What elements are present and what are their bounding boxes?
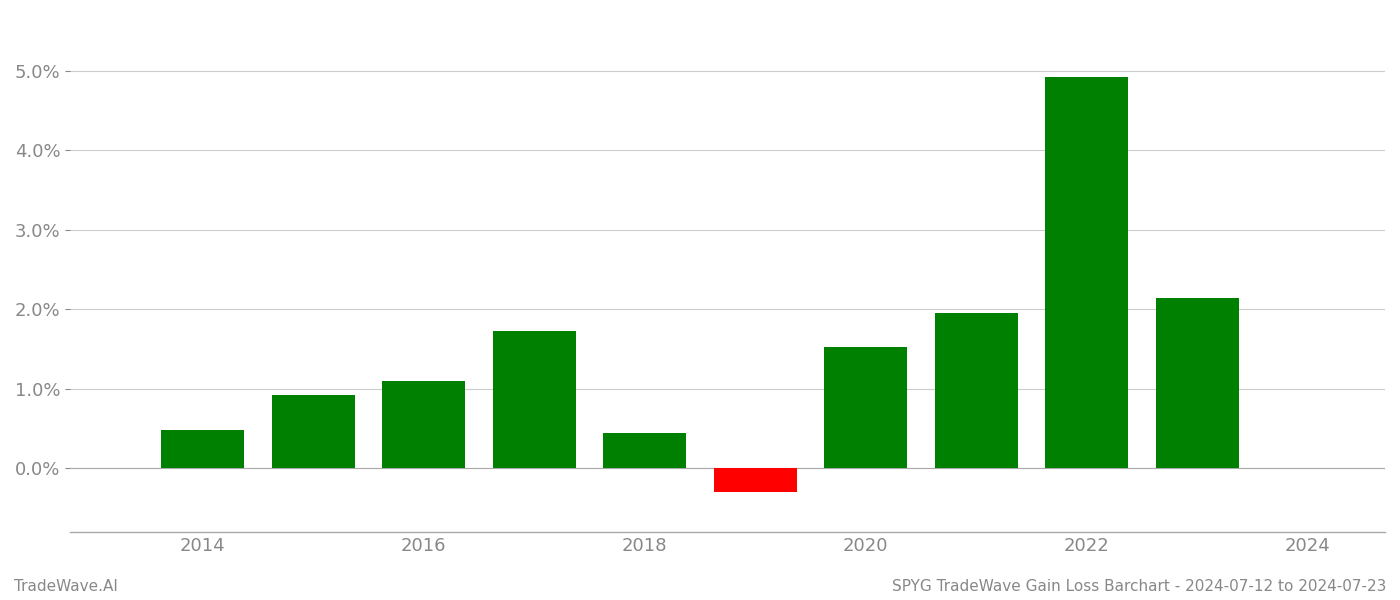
Bar: [382, 381, 465, 469]
Text: TradeWave.AI: TradeWave.AI: [14, 579, 118, 594]
Bar: [603, 433, 686, 469]
Bar: [1156, 298, 1239, 469]
Bar: [493, 331, 575, 469]
Text: SPYG TradeWave Gain Loss Barchart - 2024-07-12 to 2024-07-23: SPYG TradeWave Gain Loss Barchart - 2024…: [892, 579, 1386, 594]
Bar: [272, 395, 354, 469]
Bar: [714, 469, 797, 493]
Bar: [1046, 77, 1128, 469]
Bar: [935, 313, 1018, 469]
Bar: [825, 347, 907, 469]
Bar: [161, 430, 245, 469]
